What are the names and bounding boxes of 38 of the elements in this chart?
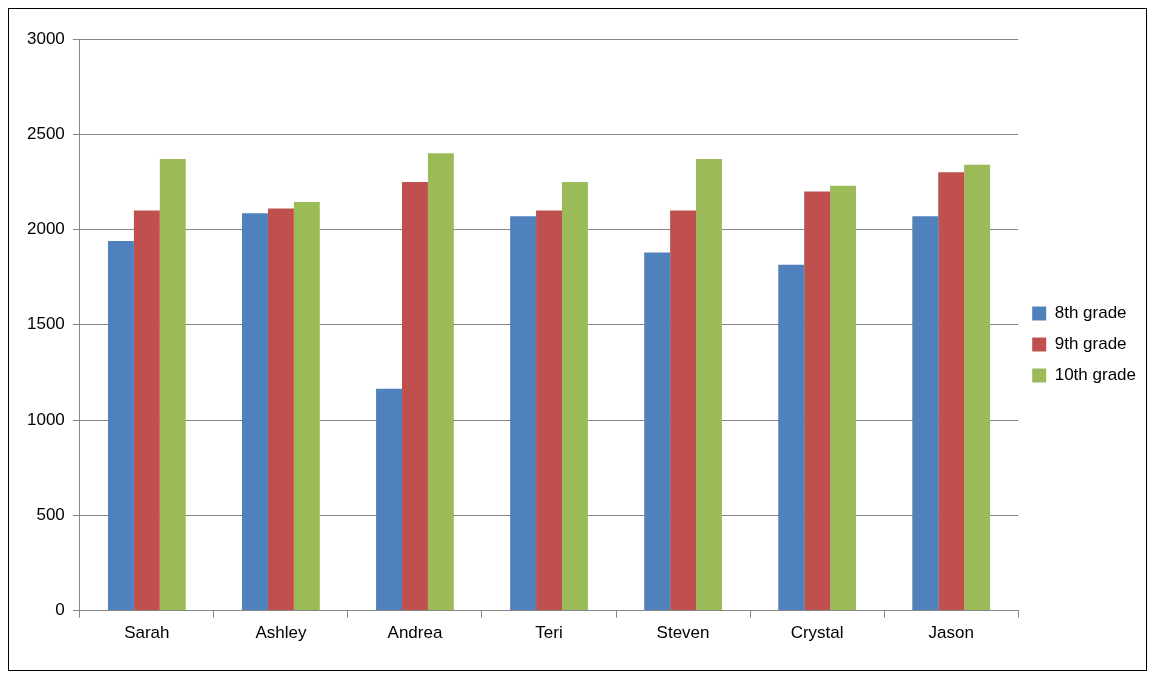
bar bbox=[536, 210, 562, 611]
bar bbox=[938, 172, 965, 611]
y-tick-label: 2000 bbox=[26, 219, 65, 239]
y-tick-label: 2500 bbox=[26, 123, 65, 143]
bar bbox=[561, 181, 588, 611]
bar bbox=[159, 159, 186, 611]
y-tick-label: 0 bbox=[55, 600, 65, 620]
y-tick-label: 3000 bbox=[26, 28, 65, 48]
bar bbox=[402, 181, 428, 611]
bar bbox=[267, 208, 294, 611]
bar bbox=[644, 252, 671, 611]
bar bbox=[107, 240, 134, 611]
bar bbox=[293, 201, 320, 611]
legend-label: 10th grade bbox=[1054, 365, 1137, 385]
legend-label: 9th grade bbox=[1054, 334, 1127, 354]
bar bbox=[964, 164, 991, 611]
bar bbox=[778, 264, 805, 611]
y-tick-label: 1500 bbox=[26, 314, 65, 334]
x-tick-label: Ashley bbox=[255, 623, 307, 643]
y-tick-label: 500 bbox=[36, 505, 65, 525]
bar bbox=[912, 216, 939, 611]
x-tick-label: Crystal bbox=[790, 623, 844, 643]
x-tick-label: Teri bbox=[535, 623, 563, 643]
bar bbox=[242, 213, 268, 611]
x-tick-label: Steven bbox=[656, 623, 710, 643]
x-tick-label: Jason bbox=[928, 623, 974, 643]
x-tick-label: Andrea bbox=[387, 623, 443, 643]
bar bbox=[427, 153, 454, 611]
bar bbox=[133, 210, 160, 611]
y-tick-label: 1000 bbox=[26, 409, 65, 429]
x-tick-label: Sarah bbox=[124, 623, 170, 643]
legend-label: 8th grade bbox=[1054, 303, 1127, 323]
bar bbox=[510, 216, 537, 611]
bar bbox=[376, 388, 402, 611]
bar bbox=[804, 191, 831, 611]
bar bbox=[830, 185, 856, 611]
bar bbox=[696, 159, 722, 611]
bar bbox=[670, 210, 697, 611]
